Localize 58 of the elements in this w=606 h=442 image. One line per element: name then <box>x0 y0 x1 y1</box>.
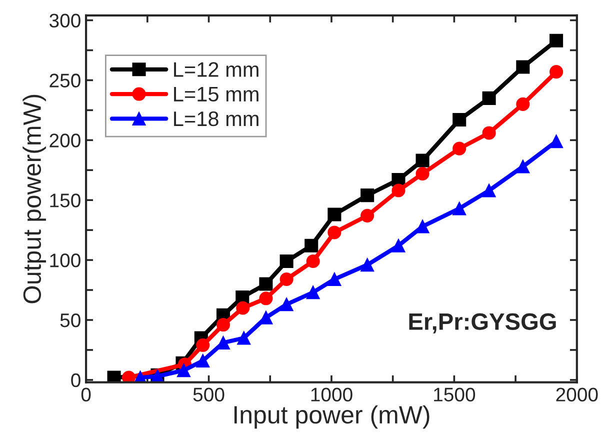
point <box>516 160 530 174</box>
point <box>216 318 230 332</box>
point <box>280 272 294 286</box>
point <box>360 188 374 202</box>
y-axis-title: Output power(mW) <box>22 94 46 304</box>
legend-label: L=12 mm <box>174 62 258 77</box>
point <box>280 298 294 312</box>
x-axis-title: Input power (mW) <box>234 405 430 429</box>
point <box>107 370 121 382</box>
point <box>237 331 251 345</box>
point <box>196 338 210 352</box>
point <box>306 286 320 300</box>
point <box>328 208 342 222</box>
point <box>280 254 294 268</box>
point <box>236 301 250 315</box>
legend-label: L=15 mm <box>174 87 258 102</box>
point <box>176 364 191 378</box>
point <box>392 238 406 252</box>
y-tick-label: 250 <box>50 74 80 88</box>
point <box>482 184 496 198</box>
y-tick-label: 200 <box>50 134 80 148</box>
x-tick-label: 2000 <box>556 388 598 402</box>
annotation: Er,Pr:GYSGG <box>409 313 556 334</box>
y-tick-label: 150 <box>50 194 80 208</box>
point <box>360 208 374 222</box>
point <box>550 65 564 79</box>
point <box>196 354 210 368</box>
point <box>259 277 273 291</box>
point <box>259 310 273 324</box>
y-tick-label: 300 <box>49 14 80 28</box>
point <box>516 97 530 111</box>
x-tick-label: 0 <box>81 388 91 402</box>
point <box>122 370 136 382</box>
point <box>452 113 466 127</box>
y-tick-label: 0 <box>71 373 80 388</box>
point <box>304 238 318 252</box>
x-tick-label: 1000 <box>311 388 352 402</box>
x-tick-label: 1500 <box>434 388 476 402</box>
legend-label: L=18 mm <box>174 111 258 126</box>
point <box>328 272 342 286</box>
point <box>516 60 530 74</box>
point <box>550 134 564 148</box>
y-tick-label: 50 <box>60 313 80 328</box>
point <box>416 220 430 234</box>
point <box>550 34 564 48</box>
point <box>392 184 406 198</box>
point <box>416 166 430 180</box>
point <box>360 258 374 272</box>
point <box>416 154 430 168</box>
point <box>482 126 496 140</box>
point <box>482 91 496 105</box>
point <box>259 292 273 306</box>
x-tick-label: 500 <box>193 388 224 402</box>
point <box>328 226 342 240</box>
point <box>452 142 466 156</box>
point <box>452 202 466 216</box>
point <box>306 254 320 268</box>
y-tick-label: 100 <box>50 254 80 268</box>
